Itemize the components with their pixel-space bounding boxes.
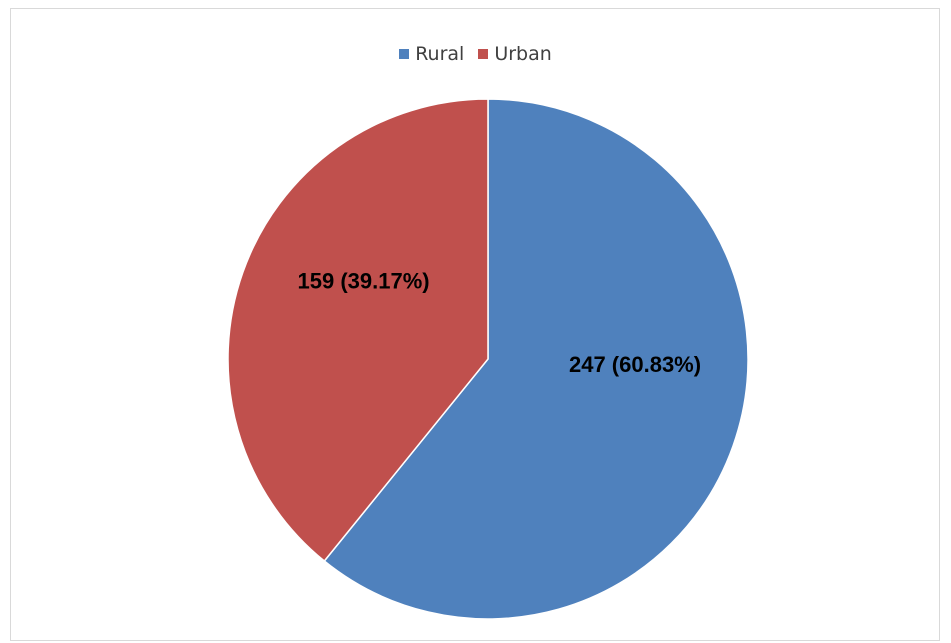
legend-swatch-urban	[478, 49, 489, 59]
legend-item-urban: Urban	[478, 43, 552, 65]
legend-label-urban: Urban	[494, 43, 552, 65]
pie-slice-rural	[323, 98, 749, 620]
legend-item-rural: Rural	[399, 43, 464, 65]
legend-label-rural: Rural	[415, 43, 465, 65]
chart-legend: Rural Urban	[0, 43, 951, 65]
legend-swatch-rural	[399, 49, 410, 59]
pie-slice-urban	[227, 98, 489, 563]
data-label-urban: 159 (39.17%)	[298, 269, 430, 294]
data-label-rural: 247 (60.83%)	[569, 352, 701, 377]
